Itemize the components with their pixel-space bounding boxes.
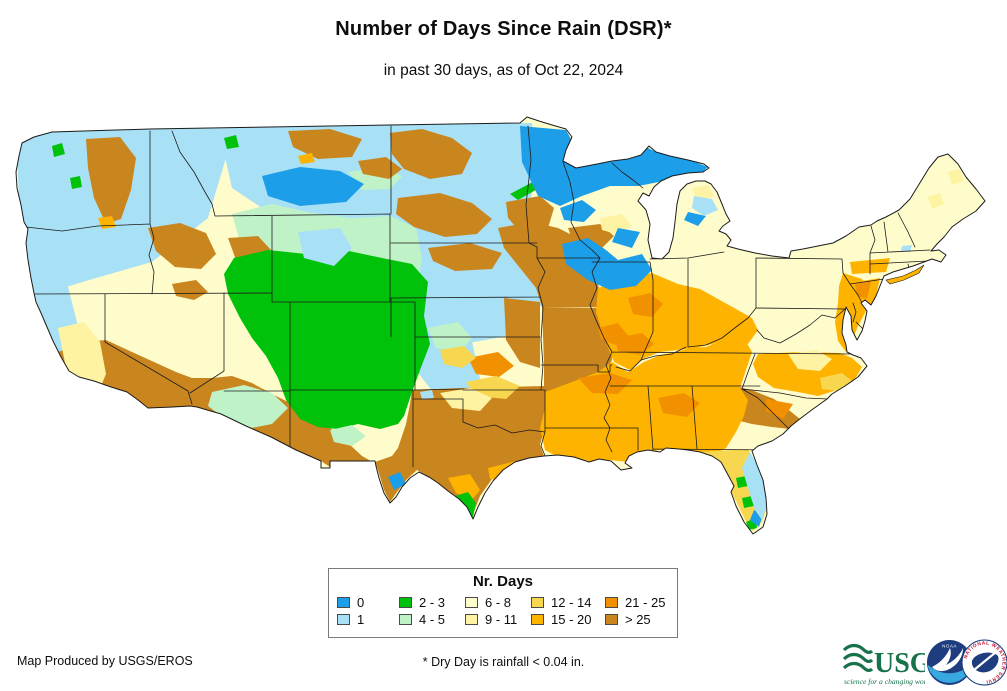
legend-swatch bbox=[531, 614, 544, 625]
legend-label: 4 - 5 bbox=[419, 612, 446, 627]
page-title: Number of Days Since Rain (DSR)* bbox=[335, 18, 672, 40]
legend-swatch bbox=[399, 614, 412, 625]
dsr-regions-4-5 bbox=[232, 163, 564, 352]
long-island bbox=[885, 264, 925, 285]
legend-swatch bbox=[605, 614, 618, 625]
state-borders bbox=[25, 125, 931, 468]
legend-item: > 25 bbox=[605, 611, 673, 628]
legend-item: 4 - 5 bbox=[399, 611, 465, 628]
dsr-regions-4-5-south bbox=[208, 385, 366, 446]
legend-swatch bbox=[605, 597, 618, 608]
dry-day-note: * Dry Day is rainfall < 0.04 in. bbox=[422, 655, 585, 669]
legend-item: 1 bbox=[337, 611, 399, 628]
map-credit: Map Produced by USGS/EROS bbox=[17, 654, 193, 668]
usgs-waves-icon bbox=[843, 643, 874, 672]
noaa-label: NOAA bbox=[942, 644, 957, 649]
legend-item: 6 - 8 bbox=[465, 594, 531, 611]
legend-title: Nr. Days bbox=[472, 573, 534, 590]
map-legend: Nr. Days 0 1 2 - 3 4 - 5 6 - 8 9 - 11 12… bbox=[328, 568, 678, 638]
legend-swatch bbox=[465, 614, 478, 625]
dsr-regions-2-3 bbox=[52, 135, 564, 200]
dsr-regions-15-20 bbox=[98, 153, 890, 500]
legend-label: 6 - 8 bbox=[485, 595, 512, 610]
legend-item: 9 - 11 bbox=[465, 611, 531, 628]
legend-item: 21 - 25 bbox=[605, 594, 673, 611]
legend-label: 12 - 14 bbox=[551, 595, 592, 610]
legend-item: 15 - 20 bbox=[531, 611, 605, 628]
legend-item: 0 bbox=[337, 594, 399, 611]
legend-label: 9 - 11 bbox=[485, 612, 518, 627]
legend-swatch bbox=[399, 597, 412, 608]
legend-item: 2 - 3 bbox=[399, 594, 465, 611]
noaa-wave bbox=[928, 665, 971, 683]
legend-label: 0 bbox=[357, 595, 365, 610]
noaa-logo: NOAA bbox=[927, 640, 972, 685]
dsr-data-layer bbox=[16, 117, 985, 534]
dsr-regions-2-3-south bbox=[452, 476, 757, 530]
legend-swatch bbox=[337, 597, 350, 608]
legend-label: 15 - 20 bbox=[551, 612, 592, 627]
legend-label: > 25 bbox=[625, 612, 651, 627]
legend-grid: 0 1 2 - 3 4 - 5 6 - 8 9 - 11 12 - 14 15 … bbox=[337, 594, 671, 628]
legend-label: 21 - 25 bbox=[625, 595, 666, 610]
nws-slash bbox=[973, 651, 997, 671]
usgs-logo: USGS science for a changing world bbox=[843, 643, 925, 686]
legend-item: 12 - 14 bbox=[531, 594, 605, 611]
legend-label: 1 bbox=[357, 612, 365, 627]
noaa-seagull-icon bbox=[932, 648, 963, 672]
legend-label: 2 - 3 bbox=[419, 595, 446, 610]
dsr-region-rockies-2-3 bbox=[224, 250, 430, 429]
usgs-wordmark: USGS bbox=[874, 648, 925, 679]
usgs-tagline: science for a changing world bbox=[844, 677, 925, 686]
page-subtitle: in past 30 days, as of Oct 22, 2024 bbox=[383, 62, 624, 79]
nws-logo: NATIONAL WEATHER SERVICE bbox=[961, 639, 1007, 686]
legend-swatch bbox=[531, 597, 544, 608]
legend-swatch bbox=[465, 597, 478, 608]
legend-swatch bbox=[337, 614, 350, 625]
